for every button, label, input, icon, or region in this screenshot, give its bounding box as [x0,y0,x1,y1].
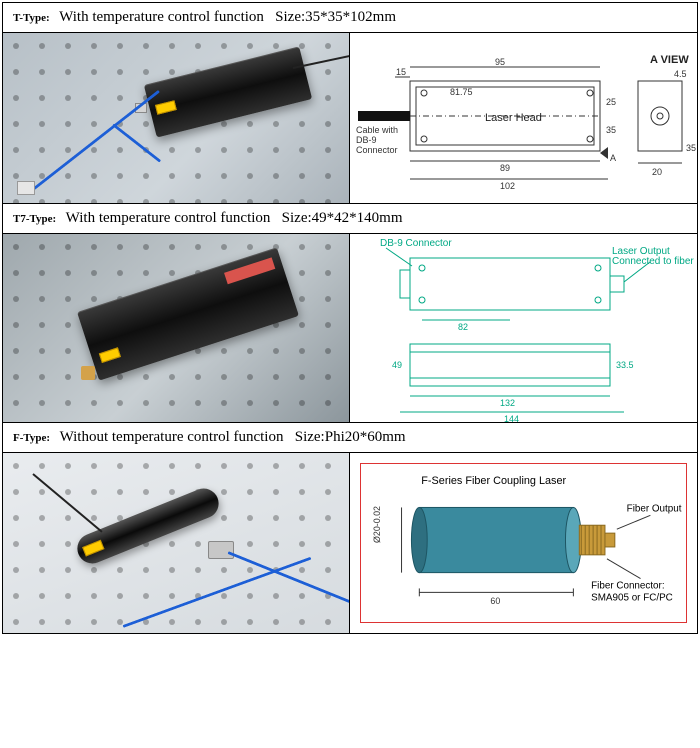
section-row-t7-type: DB-9 Connector Laser Output Connected to… [3,234,697,423]
size-value: Phi20*60mm [325,429,406,445]
section-header-t7-type: T7-Type: With temperature control functi… [3,204,697,234]
photo-t7-type [3,234,350,422]
size-prefix: Size: [282,210,312,226]
fiber-output: Fiber Output [627,503,682,514]
warning-label-icon [155,100,177,115]
section-row-f-type: F-Series Fiber Coupling Laser Fiber Outp… [3,453,697,633]
dim-102: 102 [500,181,515,191]
type-desc: With temperature control function [66,210,271,226]
spec-table: T-Type: With temperature control functio… [2,2,698,634]
dim-335: 33.5 [616,360,634,370]
warning-label-icon [82,540,104,557]
dim-15: 15 [396,67,406,77]
type-desc: With temperature control function [59,9,264,25]
dim-144: 144 [504,414,519,422]
out2: Connected to fiber [612,256,694,267]
type-label: F-Type: [13,432,50,444]
photo-f-type [3,453,350,633]
size-prefix: Size: [275,9,305,25]
size-value: 49*42*140mm [312,210,403,226]
dim-49: 49 [392,360,402,370]
diagram-t-type: Laser Head Cable with DB-9 Connector 95 … [350,33,697,203]
dim-dia: Ø20-0.02 [372,506,382,543]
aview-w: 20 [652,167,662,177]
cable-lbl1: Cable with [356,125,398,135]
red-label [224,257,275,284]
dim-82: 82 [458,322,468,332]
section-header-t-type: T-Type: With temperature control functio… [3,3,697,33]
dim-89: 89 [500,163,510,173]
size-value: 35*35*102mm [305,9,396,25]
fiber-tip [17,181,35,195]
dim-25: 25 [606,97,616,107]
cable-lbl3: Connector [356,145,398,155]
dim-60: 60 [490,596,500,606]
fiber-conn2: SMA905 or FC/PC [591,592,673,603]
diagram-f-type: F-Series Fiber Coupling Laser Fiber Outp… [350,453,697,633]
aview-h: 35 [686,143,696,153]
section-row-t-type: Laser Head Cable with DB-9 Connector 95 … [3,33,697,204]
laser-head-label: Laser Head [485,112,542,124]
section-header-f-type: F-Type: Without temperature control func… [3,423,697,453]
cable-lbl2: DB-9 [356,135,377,145]
f-title: F-Series Fiber Coupling Laser [421,475,566,487]
fiber-conn1: Fiber Connector: [591,580,664,591]
size-prefix: Size: [295,429,325,445]
dim-35: 35 [606,125,616,135]
dim-8175: 81.75 [450,87,473,97]
type-label: T-Type: [13,12,50,24]
sma-connector [81,366,95,380]
diagram-t7-type: DB-9 Connector Laser Output Connected to… [350,234,697,422]
type-desc: Without temperature control function [60,429,284,445]
aview-title: A VIEW [650,54,689,66]
db9-label: DB-9 Connector [380,238,452,249]
fc-connector [208,541,234,559]
dim-95: 95 [495,57,505,67]
aview-t: 4.5 [674,69,687,79]
photo-t-type [3,33,350,203]
type-label: T7-Type: [13,213,56,225]
dim-132: 132 [500,398,515,408]
warning-label-icon [99,347,121,363]
a-label: A [610,153,616,163]
